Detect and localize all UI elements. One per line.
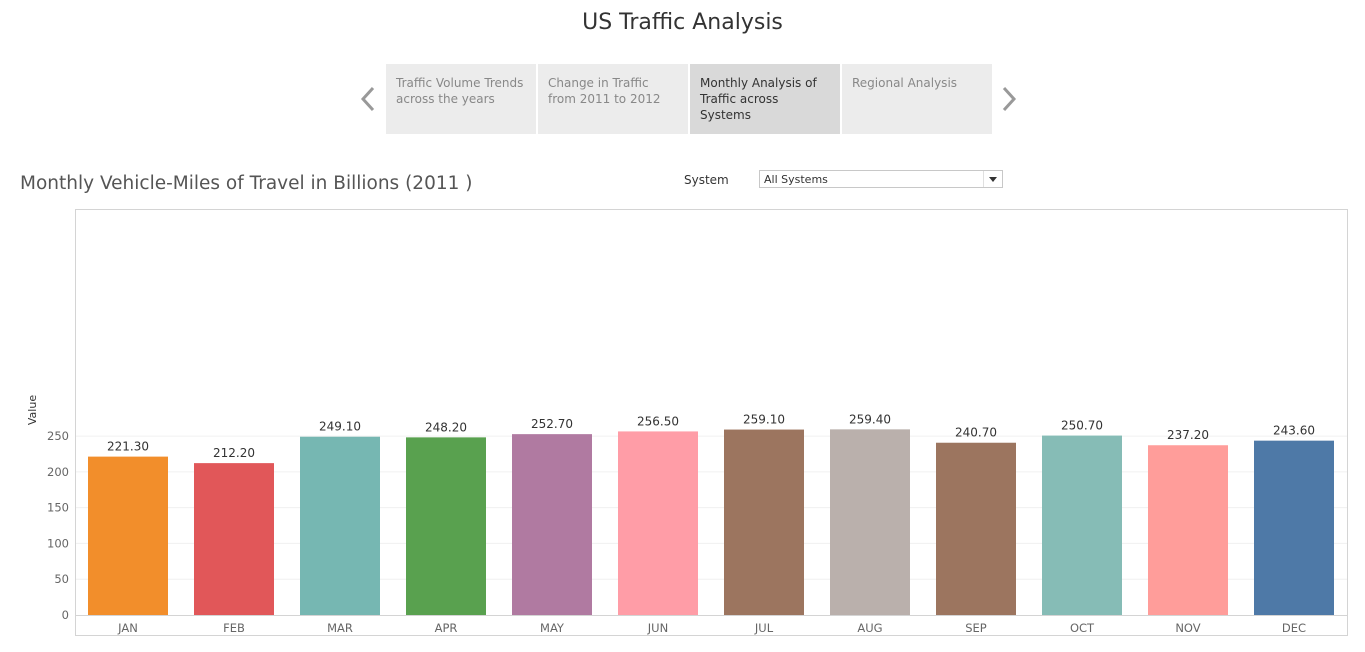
story-tab-monthly-analysis[interactable]: Monthly Analysis of Traffic across Syste… <box>690 64 840 134</box>
axis-layer: 0 50 100 150 200 250 <box>47 429 1347 622</box>
y-tick-label: 200 <box>47 465 69 479</box>
bar-value-label: 212.20 <box>213 446 255 460</box>
x-tick-label: FEB <box>223 621 245 635</box>
bar-aug[interactable] <box>830 429 910 615</box>
bar-value-label: 259.10 <box>743 413 785 427</box>
bar-nov[interactable] <box>1148 445 1228 615</box>
bar-jul[interactable] <box>724 429 804 615</box>
bar-value-label: 250.70 <box>1061 419 1103 433</box>
chevron-down-icon[interactable] <box>983 171 1002 187</box>
y-axis-title: Value <box>26 395 39 425</box>
grid-layer <box>76 435 1347 580</box>
system-filter-value: All Systems <box>764 173 828 186</box>
x-tick-label: SEP <box>965 621 987 635</box>
bar-value-label: 248.20 <box>425 420 467 434</box>
bar-value-label: 256.50 <box>637 414 679 428</box>
story-title: US Traffic Analysis <box>582 10 783 35</box>
story-tab-regional-analysis[interactable]: Regional Analysis <box>842 64 992 134</box>
x-tick-label: NOV <box>1175 621 1200 635</box>
chevron-right-icon[interactable] <box>998 84 1022 114</box>
chart-frame <box>75 209 1348 636</box>
system-filter-label: System <box>684 173 729 187</box>
bar-jan[interactable] <box>88 456 168 615</box>
system-filter-dropdown[interactable]: All Systems <box>759 170 1003 188</box>
y-tick-label: 0 <box>62 608 69 622</box>
x-tick-label: AUG <box>857 621 882 635</box>
bar-value-label: 237.20 <box>1167 428 1209 442</box>
bar-value-label: 259.40 <box>849 412 891 426</box>
bar-apr[interactable] <box>406 437 486 615</box>
bar-jun[interactable] <box>618 431 698 615</box>
x-tick-label: JUN <box>647 621 668 635</box>
bar-value-label: 243.60 <box>1273 424 1315 438</box>
bar-value-label: 221.30 <box>107 440 149 454</box>
x-tick-label: MAY <box>540 621 565 635</box>
x-tick-label: APR <box>435 621 458 635</box>
y-tick-label: 250 <box>47 429 69 443</box>
bar-value-label: 240.70 <box>955 426 997 440</box>
bar-oct[interactable] <box>1042 435 1122 615</box>
sheet-title: Monthly Vehicle-Miles of Travel in Billi… <box>20 173 473 194</box>
bar-mar[interactable] <box>300 436 380 615</box>
bar-feb[interactable] <box>194 463 274 615</box>
x-tick-label: MAR <box>327 621 353 635</box>
story-tab-traffic-volume-trends[interactable]: Traffic Volume Trends across the years <box>386 64 536 134</box>
x-tick-label: DEC <box>1282 621 1306 635</box>
bar-dec[interactable] <box>1254 440 1334 615</box>
bar-sep[interactable] <box>936 442 1016 615</box>
label-layer: 221.30 JAN 212.20 FEB 249.10 MAR 248.20 APR 252.… <box>107 412 1315 635</box>
bar-value-label: 249.10 <box>319 420 361 434</box>
x-tick-label: JUL <box>754 621 774 635</box>
x-tick-label: JAN <box>117 621 138 635</box>
bar-value-label: 252.70 <box>531 417 573 431</box>
y-tick-label: 50 <box>54 572 69 586</box>
chevron-left-icon[interactable] <box>357 84 381 114</box>
bar-may[interactable] <box>512 434 592 615</box>
y-tick-label: 100 <box>47 536 69 550</box>
y-tick-label: 150 <box>47 501 69 515</box>
bar-layer <box>88 429 1334 615</box>
story-tab-change-in-traffic[interactable]: Change in Traffic from 2011 to 2012 <box>538 64 688 134</box>
x-tick-label: OCT <box>1070 621 1095 635</box>
